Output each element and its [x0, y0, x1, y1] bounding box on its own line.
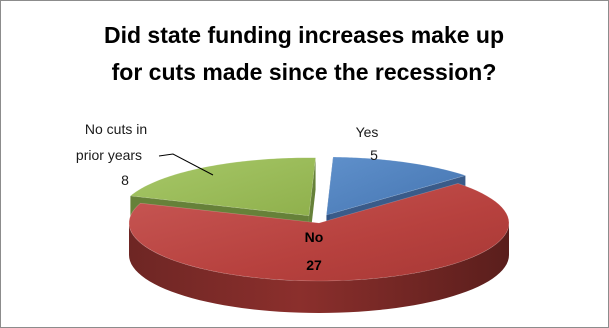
slice-label-yes-name: Yes	[356, 124, 379, 140]
chart-title-line-1: Did state funding increases make up	[104, 22, 504, 48]
slice-label-nocuts-line-1: No cuts in	[85, 121, 147, 137]
slice-label-yes-value: 5	[370, 147, 378, 163]
pie-labels: Yes 5 No 27 No cuts in prior years 8	[76, 121, 378, 273]
leader-line-nocuts	[158, 153, 214, 176]
pie-slice-no	[128, 183, 510, 313]
slice-label-nocuts-value: 8	[121, 172, 129, 188]
pie-slice-no-side	[129, 223, 509, 313]
pie-slices	[128, 156, 510, 313]
chart-title-line-2: for cuts made since the recession?	[112, 59, 497, 85]
slice-label-no-value: 27	[306, 257, 322, 273]
pie-slice-yes-top	[326, 156, 467, 216]
pie-slice-no-top	[128, 183, 510, 282]
slice-label-no-name: No	[305, 229, 324, 245]
chart-title: Did state funding increases make up for …	[104, 22, 504, 85]
slice-label-nocuts-line-2: prior years	[76, 147, 142, 163]
pie-slice-nocuts-top	[129, 157, 316, 217]
